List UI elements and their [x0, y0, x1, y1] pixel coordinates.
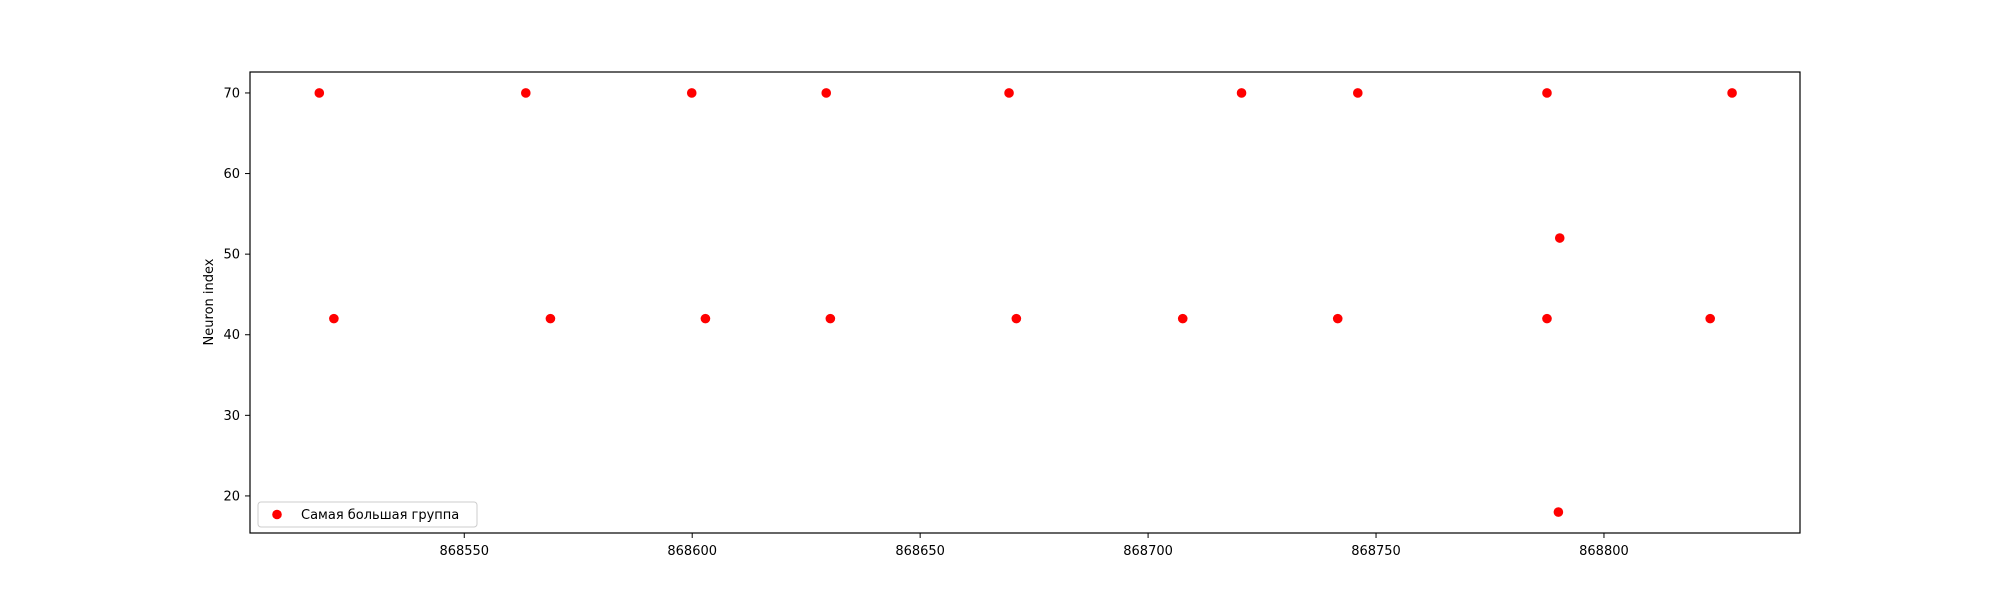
x-tick-label: 868650	[895, 544, 945, 559]
x-tick-label: 868700	[1123, 544, 1173, 559]
data-point	[686, 88, 697, 98]
y-tick-label: 30	[223, 409, 240, 424]
data-point	[1542, 88, 1552, 98]
plot-frame	[249, 71, 1801, 534]
data-point	[1542, 313, 1552, 324]
plot-area	[250, 72, 1800, 533]
legend-box	[257, 501, 478, 528]
legend-label: Самая большая группа	[301, 508, 459, 523]
x-tick-label: 868750	[1351, 544, 1401, 559]
data-point	[821, 88, 832, 98]
legend: Самая большая группа	[257, 501, 478, 528]
data-point	[1004, 88, 1014, 98]
data-point	[1727, 88, 1737, 98]
y-tick-label: 60	[223, 167, 240, 182]
data-point	[700, 313, 711, 324]
y-axis-label: Neuron index	[202, 258, 217, 345]
data-point	[1554, 233, 1565, 243]
data-point	[545, 313, 556, 324]
data-point	[521, 88, 531, 98]
x-tick-label: 868600	[667, 544, 717, 559]
x-tick-label: 868550	[439, 544, 489, 559]
data-point	[1352, 88, 1363, 98]
data-point	[1236, 88, 1247, 98]
data-point	[1332, 313, 1343, 324]
legend-marker	[272, 509, 282, 520]
y-tick-label: 40	[223, 328, 240, 343]
data-point	[1177, 313, 1188, 324]
x-tick-label: 868800	[1579, 544, 1629, 559]
data-point	[1553, 507, 1564, 517]
data-point	[314, 88, 325, 98]
data-point	[825, 313, 836, 324]
y-axis-ticks: 20 30 40 50 60 70	[223, 86, 250, 504]
y-tick-label: 70	[223, 86, 240, 101]
data-point	[1705, 313, 1715, 324]
y-tick-label: 20	[223, 489, 240, 504]
data-points	[314, 88, 1737, 517]
data-point	[329, 313, 339, 324]
data-point	[1011, 313, 1022, 324]
x-axis-ticks: 868550 868600 868650 868700 868750 868800	[439, 533, 1629, 559]
y-tick-label: 50	[223, 248, 240, 263]
